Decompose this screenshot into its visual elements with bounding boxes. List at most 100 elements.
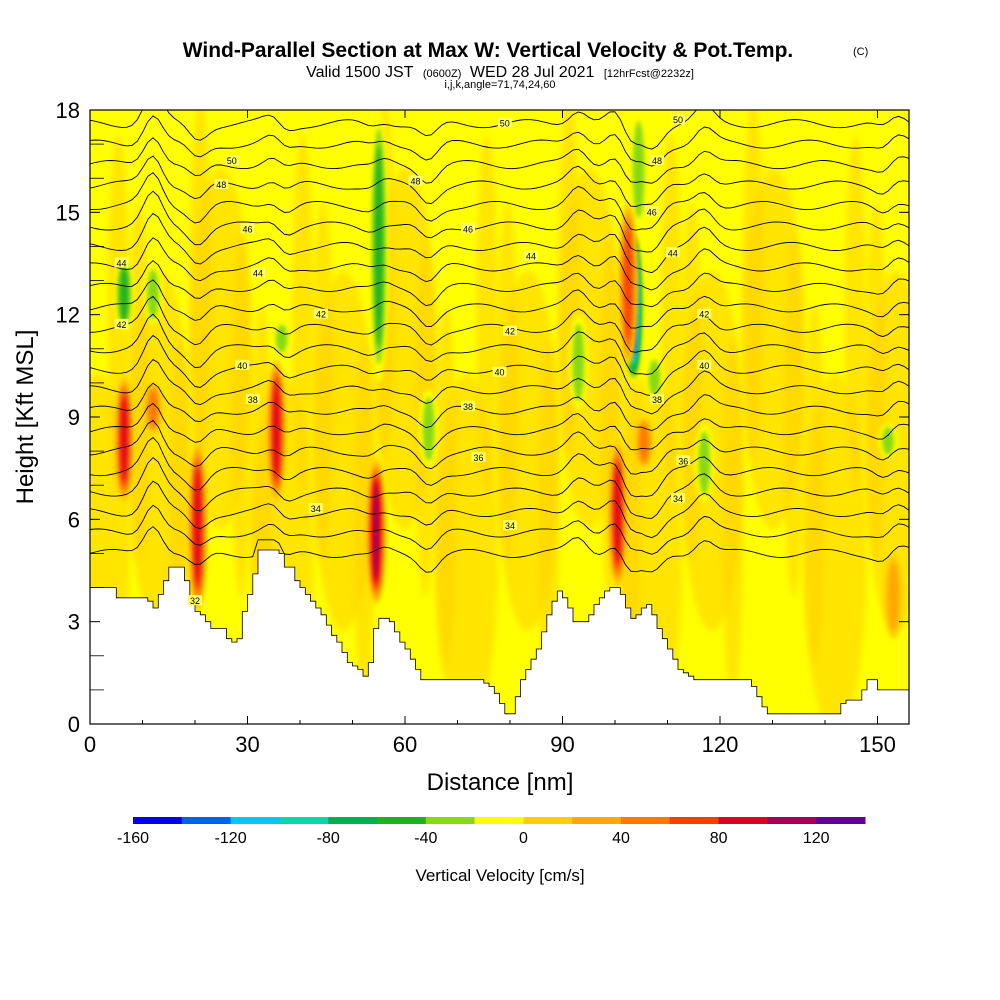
velocity-band (783, 237, 805, 597)
valid-time: Valid 1500 JST (306, 64, 414, 81)
colorbar-swatch (816, 817, 866, 824)
velocity-band (722, 339, 744, 700)
colorbar-tick-label: -40 (414, 830, 437, 847)
downdraft-cell-level (422, 397, 435, 461)
downdraft-cell (418, 389, 439, 469)
theta-contour-label: 50 (224, 155, 239, 166)
updraft-cell (618, 202, 639, 366)
theta-contour-line (90, 115, 909, 167)
svg-text:42: 42 (505, 327, 515, 337)
terrain (90, 549, 909, 724)
downdraft-cell (271, 321, 292, 356)
downdraft-cell (628, 110, 649, 230)
theta-contours (90, 110, 909, 573)
x-tick-label: 90 (550, 732, 574, 757)
downdraft-cell-level (698, 431, 711, 495)
svg-text:42: 42 (116, 320, 126, 330)
svg-text:38: 38 (248, 395, 258, 405)
forecast-info: [12hrFcst@2232z] (604, 68, 694, 80)
theta-contour-label: 46 (461, 223, 475, 234)
theta-contour-label: 34 (308, 503, 323, 514)
theta-contour-label: 44 (251, 267, 265, 279)
colorbar-swatch (621, 817, 671, 824)
svg-text:46: 46 (463, 224, 473, 234)
theta-contour-line (90, 279, 909, 329)
theta-contour-label: 46 (240, 223, 255, 234)
downdraft-cell-level (572, 323, 585, 402)
colorbar-swatch (572, 817, 622, 824)
theta-contour-label: 38 (461, 400, 475, 412)
theta-contour-line (90, 382, 909, 431)
y-tick-label: 9 (68, 405, 80, 430)
theta-contour-line (90, 480, 909, 539)
theta-contour-label: 44 (665, 247, 680, 258)
x-tick-label: 60 (393, 732, 417, 757)
colorbar-swatch (669, 817, 720, 824)
plot-area: 50 50 50 48 48 48 46 46 46 44 44 44 44 42 42 42 42 40 40 40… (90, 110, 909, 724)
updraft-cell (187, 440, 208, 612)
svg-text:34: 34 (673, 494, 683, 504)
y-tick-label: 18 (56, 98, 80, 123)
theta-contour-label: 34 (503, 520, 517, 531)
svg-text:50: 50 (227, 156, 237, 166)
svg-text:50: 50 (673, 115, 683, 125)
theta-contour-line (90, 402, 909, 451)
grid-index-label: i,j,k,angle=71,74,24,60 (444, 79, 555, 91)
x-axis-label: Distance [nm] (427, 769, 574, 796)
valid-date: WED 28 Jul 2021 (470, 64, 595, 81)
downdraft-cell (878, 423, 898, 458)
theta-contour-line (90, 436, 909, 498)
theta-contour-label: 50 (671, 114, 685, 125)
svg-text:50: 50 (500, 119, 510, 129)
svg-text:48: 48 (652, 156, 662, 166)
velocity-band (476, 134, 498, 495)
svg-text:44: 44 (526, 252, 536, 262)
velocity-band (660, 134, 682, 495)
colorbar-swatch (474, 817, 524, 824)
x-tick-label: 30 (235, 732, 259, 757)
colorbar-swatch (523, 817, 573, 824)
theta-contour-label: 42 (697, 308, 712, 320)
theta-contour-label: 40 (492, 366, 507, 378)
x-tick-label: 0 (84, 732, 96, 757)
velocity-cells (114, 110, 904, 639)
theta-contour-line (90, 137, 909, 184)
theta-contour-label: 48 (650, 155, 664, 166)
theta-contour-label: 38 (245, 393, 260, 405)
theta-contour-line (90, 313, 909, 375)
svg-text:44: 44 (253, 269, 263, 279)
theta-contour-line (90, 526, 909, 573)
updraft-cell (143, 382, 163, 435)
downdraft-cell-level (120, 266, 129, 322)
svg-text:44: 44 (668, 248, 678, 258)
colorbar: -160 -120 -80 -40 0 40 80 120 (117, 817, 866, 847)
updraft-cell-level (639, 423, 649, 462)
updraft-cell-level (373, 483, 379, 579)
svg-text:40: 40 (237, 361, 247, 371)
updraft-cell-level (273, 382, 279, 479)
updraft-cell-level (195, 469, 201, 584)
velocity-band (844, 134, 866, 495)
colorbar-swatch (279, 817, 329, 824)
svg-text:48: 48 (410, 177, 420, 187)
theta-contour-line (90, 172, 909, 231)
colorbar-swatch (767, 817, 817, 824)
theta-contour-line (90, 504, 909, 555)
colorbar-tick-label: -80 (317, 830, 340, 847)
colorbar-tick-label: 0 (519, 830, 528, 847)
theta-contour-label: 46 (644, 206, 659, 217)
svg-text:32: 32 (190, 596, 200, 606)
downdraft-cell-level (882, 427, 894, 455)
updraft-cell (883, 553, 904, 639)
theta-contour-labels: 50 50 50 48 48 48 46 46 46 44 44 44 44 42 42 42 42 40 40 40… (114, 114, 712, 606)
downdraft-cell (568, 314, 589, 411)
theta-contour-line (90, 212, 909, 274)
updraft-cell-level (624, 227, 632, 341)
svg-text:40: 40 (494, 368, 504, 378)
svg-text:38: 38 (652, 395, 662, 405)
svg-text:44: 44 (116, 259, 126, 269)
downdraft-cell-level (275, 324, 288, 353)
updraft-cell-level (148, 389, 158, 428)
downdraft-cell-level (147, 269, 159, 320)
